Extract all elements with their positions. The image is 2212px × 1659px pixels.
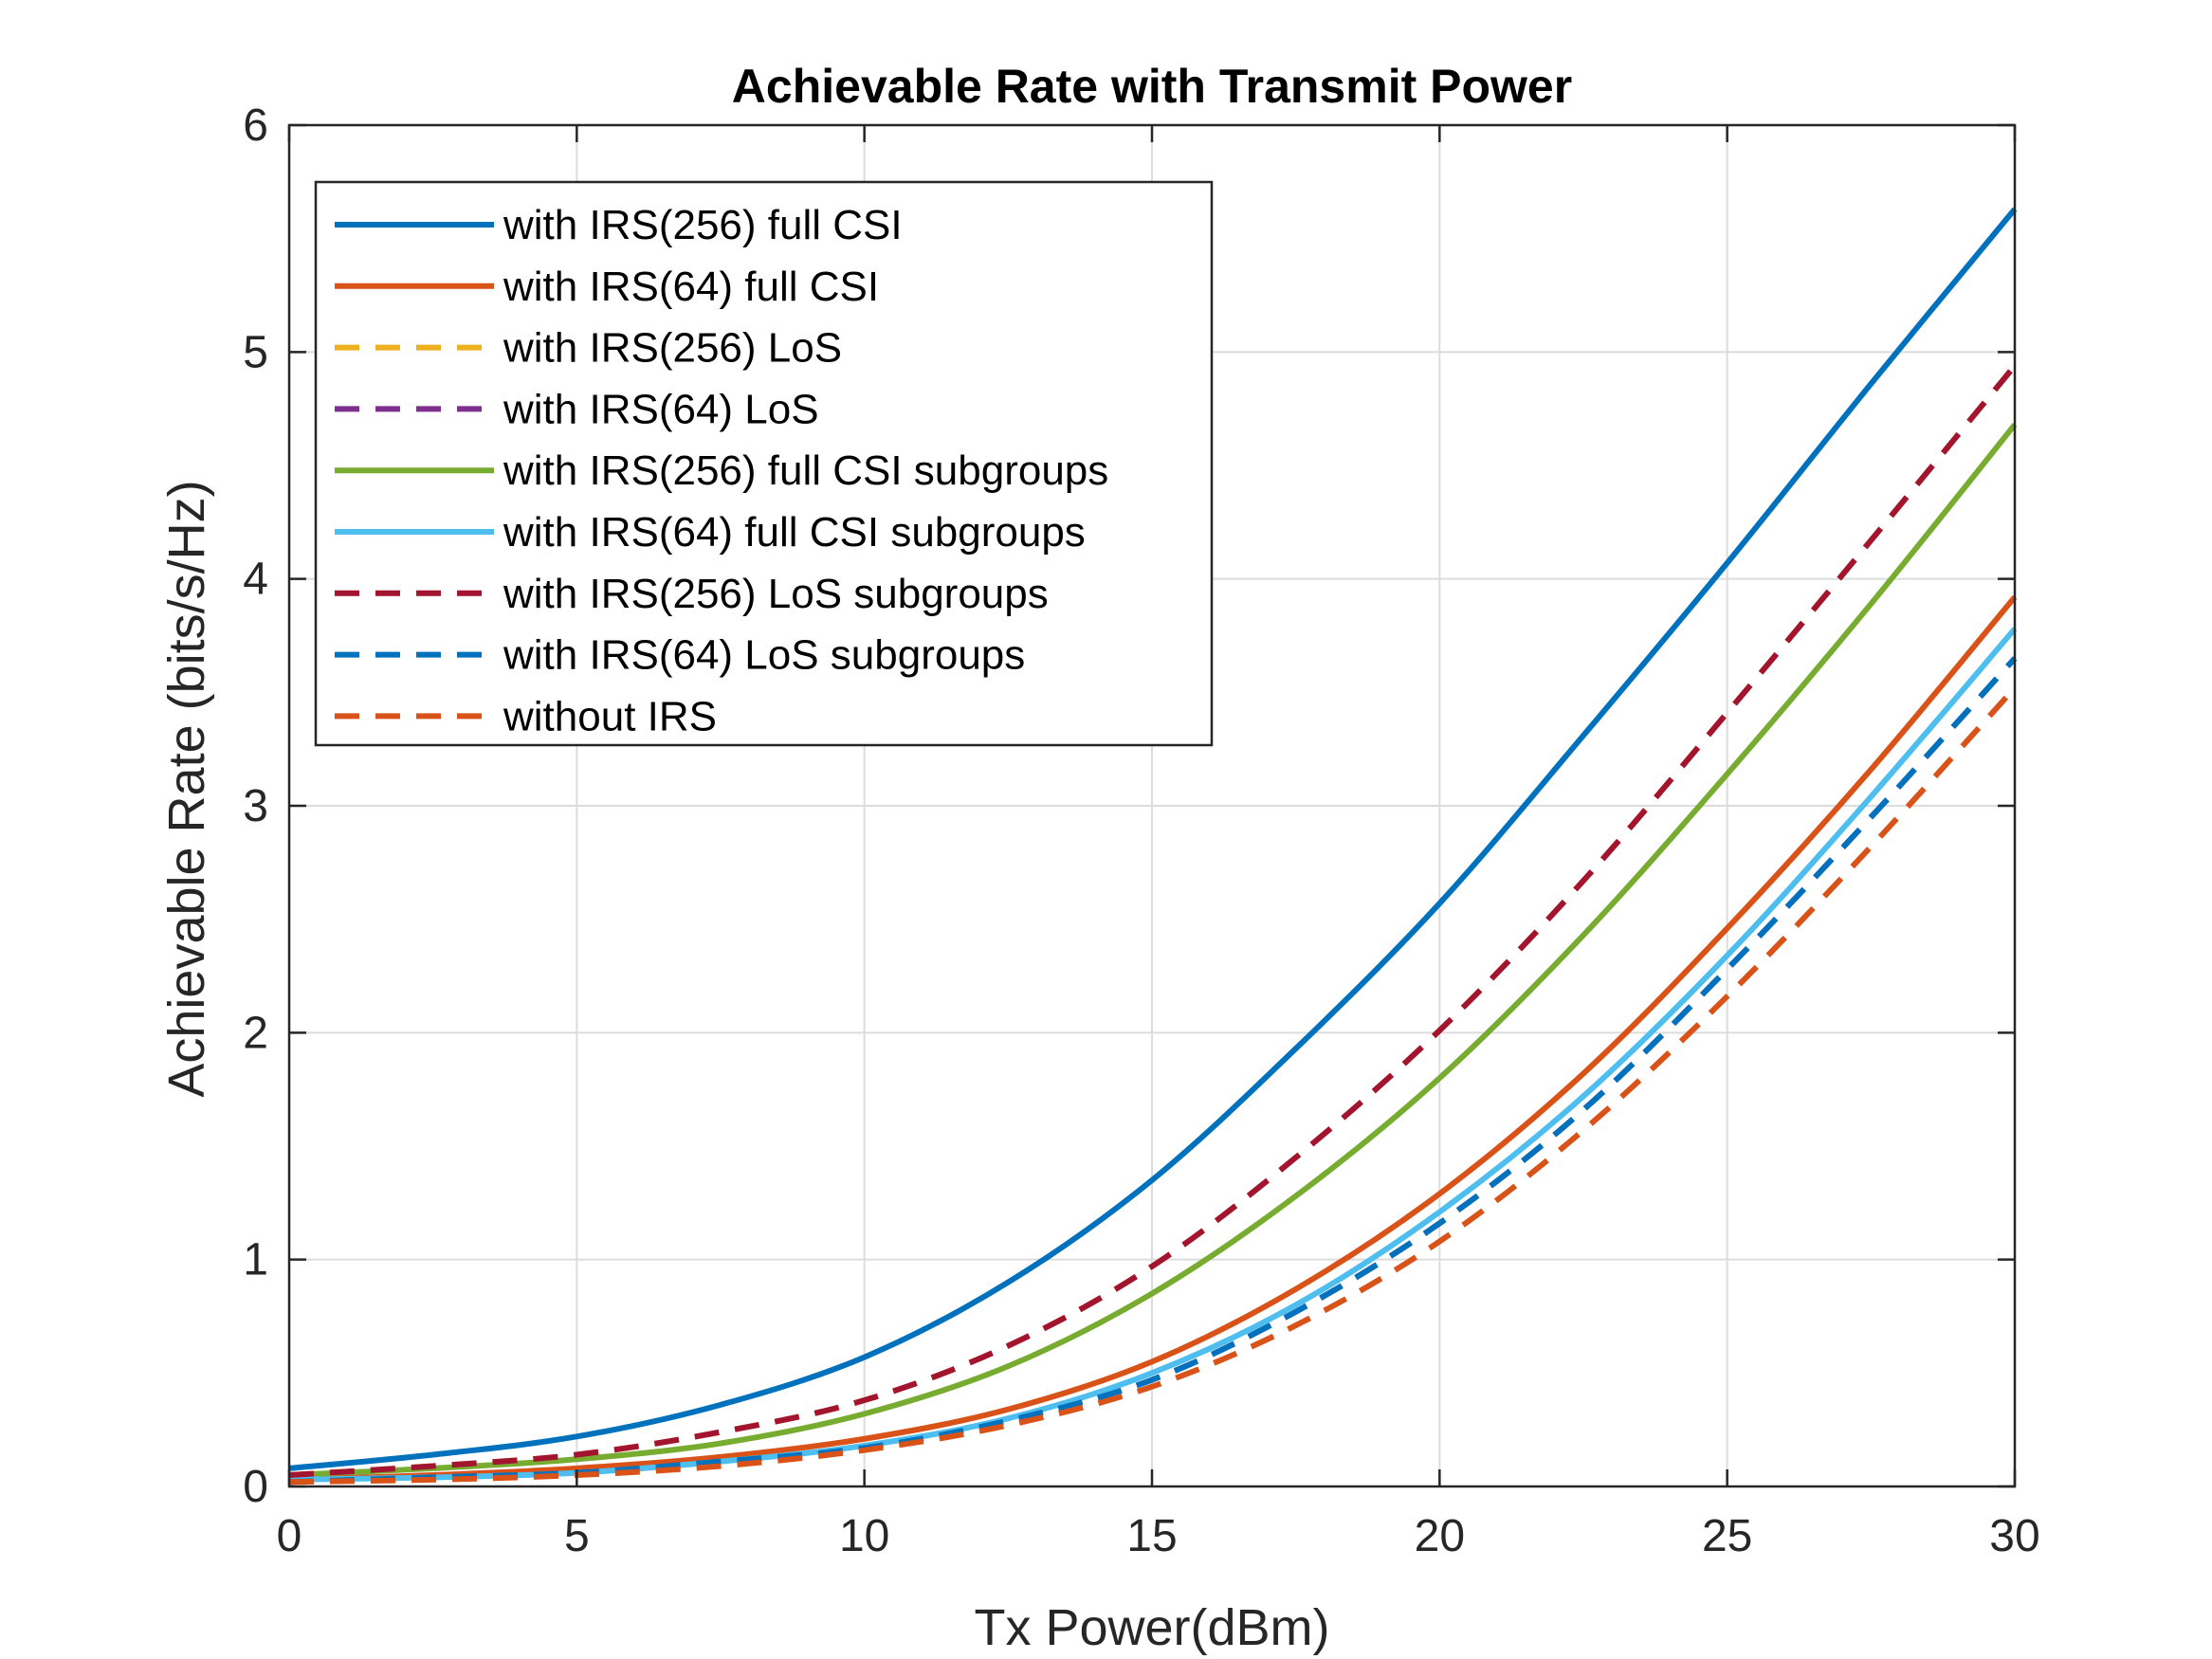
y-tick-label: 0	[243, 1462, 268, 1512]
x-tick-label: 30	[1989, 1511, 2039, 1561]
legend-label: with IRS(256) LoS subgroups	[503, 571, 1049, 617]
y-axis-label: Achievable Rate (bits/s/Hz)	[158, 480, 215, 1097]
y-tick-label: 3	[243, 781, 268, 831]
series-line-9	[288, 685, 2018, 1486]
ticks: 0 5 10 15 20 25 30 0 1 2 3 4 5 6	[243, 100, 2039, 1561]
x-axis-label: Tx Power(dBm)	[974, 1599, 1329, 1656]
x-tick-label: 0	[277, 1511, 302, 1561]
x-tick-label: 5	[564, 1511, 590, 1561]
x-tick-label: 15	[1126, 1511, 1177, 1561]
legend-label: with IRS(64) LoS subgroups	[503, 632, 1025, 679]
legend-label: without IRS	[503, 693, 717, 739]
legend: with IRS(256) full CSI with IRS(64) full …	[314, 180, 1214, 747]
legend-label: with IRS(64) LoS	[503, 386, 819, 432]
series-line-5	[288, 423, 2018, 1479]
series-line-2	[288, 594, 2018, 1483]
legend-label: with IRS(64) full CSI subgroups	[503, 509, 1086, 556]
x-tick-label: 10	[839, 1511, 889, 1561]
y-tick-label: 1	[243, 1235, 268, 1285]
x-tick-label: 20	[1415, 1511, 1465, 1561]
series-line-1	[288, 207, 2018, 1471]
legend-label: with IRS(256) LoS	[503, 325, 842, 372]
legend-label: with IRS(256) full CSI subgroups	[503, 447, 1108, 494]
legend-box	[314, 180, 1214, 747]
y-tick-label: 6	[243, 100, 268, 151]
y-tick-label: 4	[243, 555, 268, 605]
legend-label: with IRS(256) full CSI	[503, 202, 903, 248]
chart-title: Achievable Rate with Transmit Power	[732, 60, 1572, 113]
y-tick-label: 2	[243, 1008, 268, 1058]
series-group	[288, 207, 2018, 1486]
x-tick-label: 25	[1702, 1511, 1752, 1561]
series-line-7	[288, 363, 2018, 1479]
legend-label: with IRS(64) full CSI	[503, 264, 879, 310]
y-tick-label: 5	[243, 327, 268, 377]
